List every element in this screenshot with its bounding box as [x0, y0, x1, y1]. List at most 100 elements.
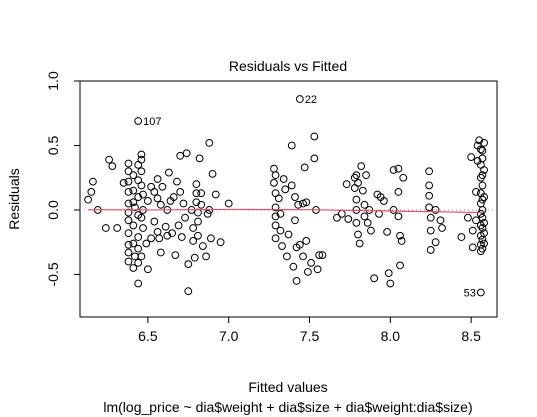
residual-point [192, 198, 201, 207]
outlier-label: 107 [143, 116, 161, 128]
residual-point [137, 181, 146, 190]
residual-point [156, 248, 165, 257]
residual-point [194, 217, 202, 226]
residual-point [134, 279, 143, 288]
residual-point [147, 234, 156, 243]
residual-point [131, 252, 139, 261]
residual-point [203, 209, 212, 218]
residual-point [108, 162, 117, 171]
residual-point [124, 199, 133, 208]
residual-point [197, 189, 206, 198]
residual-point [358, 186, 367, 195]
y-tick-label: 0.0 [45, 200, 61, 220]
residual-point [360, 212, 369, 221]
residual-point [478, 206, 487, 214]
residual-point [184, 287, 193, 296]
residual-point [271, 212, 280, 221]
residual-point [386, 279, 395, 288]
residual-point [426, 246, 435, 254]
residual-point [397, 237, 406, 245]
residual-point [124, 208, 133, 217]
residual-point [476, 199, 485, 208]
residual-point [480, 166, 488, 174]
residual-point [425, 203, 434, 212]
residual-point [182, 149, 191, 158]
residual-point [357, 162, 366, 171]
residual-point [303, 267, 312, 276]
x-axis: 6.5 7.0 7.5 8.0 8.5 [138, 317, 481, 344]
residual-point [197, 200, 206, 209]
residual-point [478, 244, 487, 253]
residual-point [184, 260, 193, 269]
residual-point [284, 230, 293, 239]
residual-point [153, 175, 162, 183]
residual-point [352, 171, 361, 180]
residual-point [129, 239, 138, 248]
residual-point [342, 180, 351, 189]
smooth-trend-line [88, 208, 483, 214]
y-tick-label: -0.5 [45, 262, 61, 286]
residual-point [476, 209, 485, 218]
residual-point [478, 154, 487, 163]
residual-point [139, 190, 147, 199]
residual-point [89, 177, 97, 186]
residual-point [478, 224, 487, 232]
residual-point [153, 227, 162, 236]
residual-point [137, 252, 146, 261]
residual-point [426, 213, 435, 222]
residual-point [179, 199, 188, 208]
residual-point [480, 218, 488, 227]
residual-point [276, 226, 285, 235]
residual-point [194, 231, 202, 240]
residual-point [287, 181, 296, 190]
chart-title: Residuals vs Fitted [229, 58, 347, 74]
residual-point [177, 233, 186, 241]
model-formula-subtitle: lm(log_price ~ dia$weight + dia$size + d… [103, 399, 472, 415]
residual-point [394, 188, 403, 196]
residual-point [337, 209, 346, 218]
residual-point [431, 206, 440, 214]
residual-point [161, 222, 170, 231]
residual-point [113, 224, 122, 232]
residual-point [274, 194, 283, 203]
residual-point [425, 167, 434, 176]
residual-point [124, 240, 133, 249]
residual-point [207, 234, 215, 243]
residual-point [438, 224, 446, 232]
residual-point [472, 188, 480, 196]
residual-point [425, 181, 434, 190]
residual-point [478, 171, 487, 180]
residual-point [189, 237, 198, 245]
residual-point [271, 203, 280, 212]
residual-point [143, 197, 152, 205]
residual-point [310, 132, 319, 141]
residual-point [370, 274, 379, 283]
residual-point [431, 238, 440, 247]
residual-point [310, 154, 319, 163]
residual-point [389, 206, 398, 214]
residual-point [124, 167, 133, 176]
residual-point [119, 178, 128, 187]
residual-point [367, 226, 375, 235]
residual-point [315, 251, 324, 259]
residual-point [124, 216, 133, 225]
residual-point [478, 181, 487, 190]
residual-point [124, 177, 133, 186]
residual-point [176, 151, 185, 160]
residual-point [355, 239, 364, 248]
x-tick-label: 8.5 [461, 328, 481, 344]
x-tick-label: 6.5 [138, 328, 158, 344]
residual-point [134, 193, 143, 201]
residual-point [176, 188, 185, 196]
residual-point [426, 226, 435, 235]
residual-point [134, 258, 143, 267]
residual-point [318, 251, 327, 259]
residual-point [168, 229, 177, 238]
residual-point [480, 193, 488, 201]
residual-point [174, 221, 183, 230]
residual-point [365, 206, 374, 214]
residual-point [173, 177, 181, 186]
residual-point [394, 212, 403, 221]
residual-point [150, 188, 159, 196]
residual-point [476, 145, 485, 154]
